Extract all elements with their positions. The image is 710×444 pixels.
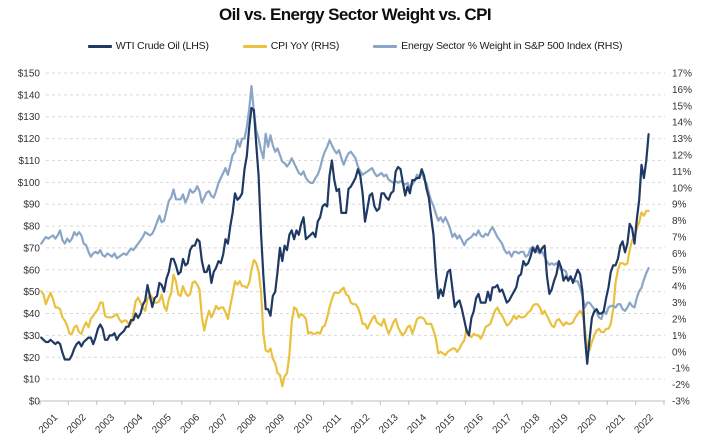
svg-text:2017: 2017 xyxy=(491,412,515,436)
svg-text:2008: 2008 xyxy=(235,412,259,436)
chart-title: Oil vs. Energy Sector Weight vs. CPI xyxy=(219,5,492,24)
legend-item-energy-weight: Energy Sector % Weight in S&P 500 Index … xyxy=(373,40,622,52)
svg-text:-1%: -1% xyxy=(672,364,690,375)
svg-text:$150: $150 xyxy=(18,69,41,80)
svg-text:10%: 10% xyxy=(672,183,692,194)
wti-line-swatch-icon xyxy=(87,44,112,48)
svg-text:$100: $100 xyxy=(18,178,41,189)
svg-text:2003: 2003 xyxy=(94,412,118,436)
legend: WTI Crude Oil (LHS) CPI YoY (RHS) Energy… xyxy=(0,40,710,52)
svg-text:$50: $50 xyxy=(23,287,40,298)
svg-text:2015: 2015 xyxy=(434,412,458,436)
svg-text:16%: 16% xyxy=(672,85,692,96)
svg-text:$30: $30 xyxy=(23,331,40,342)
svg-text:$120: $120 xyxy=(18,134,41,145)
svg-text:1%: 1% xyxy=(672,331,687,342)
svg-text:$0: $0 xyxy=(29,397,41,408)
svg-text:$40: $40 xyxy=(23,309,40,320)
svg-text:$130: $130 xyxy=(18,112,41,123)
svg-text:4%: 4% xyxy=(672,282,687,293)
svg-text:2001: 2001 xyxy=(37,412,61,436)
svg-text:$70: $70 xyxy=(23,243,40,254)
svg-text:$90: $90 xyxy=(23,200,40,211)
svg-text:2007: 2007 xyxy=(207,412,231,436)
svg-text:$20: $20 xyxy=(23,353,40,364)
svg-text:2019: 2019 xyxy=(547,412,571,436)
energy-weight-line-swatch-icon xyxy=(373,44,398,48)
svg-text:6%: 6% xyxy=(672,249,687,260)
svg-text:$60: $60 xyxy=(23,265,40,276)
svg-text:14%: 14% xyxy=(672,118,692,129)
svg-text:11%: 11% xyxy=(672,167,691,178)
svg-text:2%: 2% xyxy=(672,315,687,326)
svg-text:2005: 2005 xyxy=(150,412,174,436)
svg-text:2006: 2006 xyxy=(179,412,203,436)
svg-text:8%: 8% xyxy=(672,216,687,227)
svg-text:2012: 2012 xyxy=(349,412,373,436)
svg-text:-2%: -2% xyxy=(672,380,690,391)
legend-item-cpi: CPI YoY (RHS) xyxy=(242,40,340,52)
legend-item-wti: WTI Crude Oil (LHS) xyxy=(87,40,209,52)
legend-label: CPI YoY (RHS) xyxy=(270,40,340,52)
svg-text:2018: 2018 xyxy=(519,412,543,436)
svg-text:-3%: -3% xyxy=(672,397,690,408)
svg-text:2010: 2010 xyxy=(292,412,316,436)
svg-text:2009: 2009 xyxy=(264,412,288,436)
svg-text:$80: $80 xyxy=(23,222,40,233)
svg-text:$10: $10 xyxy=(23,375,40,386)
legend-label: WTI Crude Oil (LHS) xyxy=(115,40,209,52)
svg-text:3%: 3% xyxy=(672,298,687,309)
legend-label: Energy Sector % Weight in S&P 500 Index … xyxy=(401,40,623,52)
svg-text:9%: 9% xyxy=(672,200,687,211)
svg-text:2020: 2020 xyxy=(576,412,600,436)
svg-text:0%: 0% xyxy=(672,347,687,358)
svg-text:2016: 2016 xyxy=(462,412,486,436)
svg-text:2013: 2013 xyxy=(377,412,401,436)
svg-text:$110: $110 xyxy=(18,156,40,167)
svg-text:2011: 2011 xyxy=(321,412,344,435)
svg-text:$140: $140 xyxy=(18,90,41,101)
svg-text:2021: 2021 xyxy=(604,412,628,436)
svg-text:15%: 15% xyxy=(672,101,692,112)
cpi-line-swatch-icon xyxy=(242,44,267,48)
svg-text:2014: 2014 xyxy=(406,412,430,436)
svg-text:13%: 13% xyxy=(672,134,692,145)
svg-text:2002: 2002 xyxy=(65,412,89,436)
svg-text:7%: 7% xyxy=(672,233,687,244)
svg-text:12%: 12% xyxy=(672,151,692,162)
svg-text:2004: 2004 xyxy=(122,412,146,436)
svg-text:5%: 5% xyxy=(672,265,687,276)
svg-text:17%: 17% xyxy=(672,69,692,80)
svg-text:2022: 2022 xyxy=(632,412,656,436)
